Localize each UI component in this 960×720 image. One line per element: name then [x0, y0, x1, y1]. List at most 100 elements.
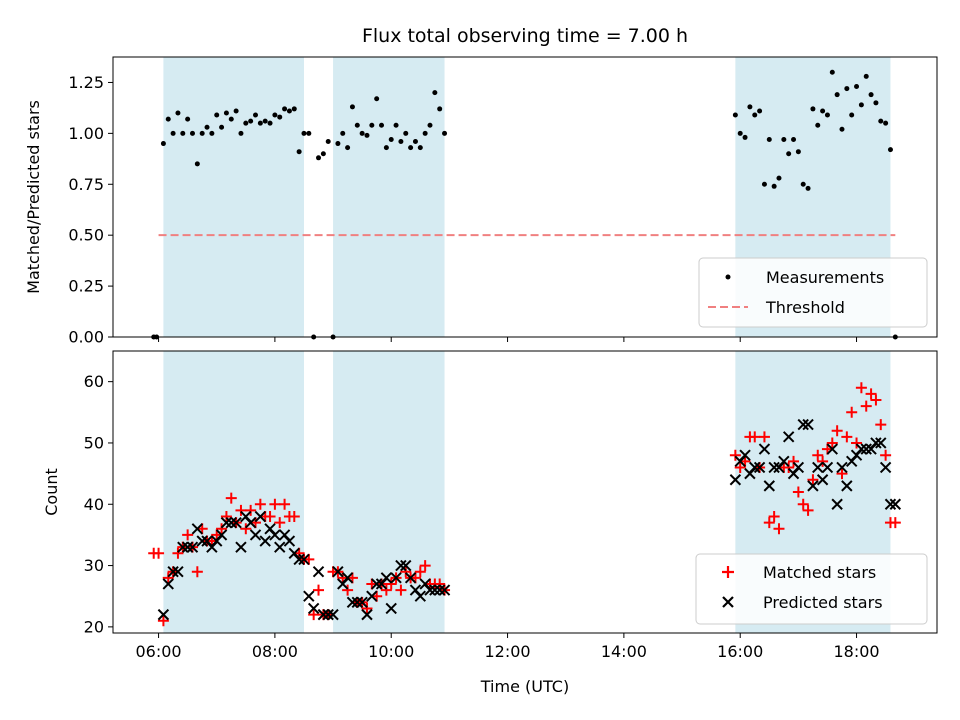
measurement-point — [815, 122, 821, 128]
measurement-point — [291, 106, 297, 112]
measurement-point — [844, 86, 850, 92]
matched-star-point — [783, 461, 795, 473]
measurement-point — [747, 104, 753, 110]
matched-star-point — [831, 425, 843, 437]
matched-star-point — [182, 529, 194, 541]
measurement-point — [238, 130, 244, 136]
measurement-point — [223, 110, 229, 116]
measurement-point — [320, 151, 326, 157]
measurement-point — [761, 181, 767, 187]
measurement-point — [829, 69, 835, 75]
chart-title: Flux total observing time = 7.00 h — [362, 25, 688, 47]
matched-star-point — [414, 566, 426, 578]
predicted-star-point — [332, 565, 344, 578]
matched-star-point — [216, 523, 228, 535]
predicted-star-point — [172, 565, 184, 578]
measurement-point — [393, 122, 399, 128]
predicted-star-point — [177, 541, 189, 553]
predicted-star-point — [230, 516, 242, 529]
measurement-point — [325, 139, 331, 145]
matched-star-point — [817, 455, 829, 467]
matched-star-point — [400, 566, 412, 578]
measurement-point — [228, 116, 234, 122]
x-tick-label: 16:00 — [717, 642, 763, 661]
predicted-star-point — [429, 584, 441, 596]
matched-star-point — [797, 498, 809, 510]
measurement-point — [296, 149, 302, 155]
matched-star-point — [162, 572, 174, 584]
measurement-point — [160, 141, 166, 147]
predicted-star-point — [831, 498, 843, 510]
measurement-point — [781, 136, 787, 142]
measurement-point — [301, 130, 307, 136]
x-tick-label: 10:00 — [368, 642, 414, 661]
predicted-star-point — [826, 443, 839, 455]
measurement-point — [199, 130, 205, 136]
matched-star-point — [434, 578, 446, 590]
matched-star-point — [836, 468, 848, 480]
measurement-point — [752, 112, 758, 118]
matched-star-point — [225, 492, 237, 504]
legend-threshold-label: Threshold — [765, 298, 845, 317]
predicted-star-point — [841, 480, 853, 492]
legend-matched-marker — [722, 566, 734, 578]
predicted-star-point — [283, 535, 296, 547]
measurement-point — [863, 73, 869, 79]
measurement-point — [180, 130, 186, 136]
measurement-point — [388, 136, 394, 142]
predicted-star-point — [763, 480, 775, 492]
matched-star-point — [788, 455, 800, 467]
y-tick-label: 0.25 — [68, 277, 104, 296]
measurement-point — [408, 145, 414, 151]
predicted-star-point — [298, 553, 310, 566]
predicted-star-point — [303, 590, 315, 602]
matched-star-point — [153, 547, 165, 559]
predicted-star-point — [802, 418, 814, 431]
predicted-star-point — [162, 578, 174, 590]
predicted-star-point — [768, 461, 780, 474]
matched-star-point — [870, 394, 882, 406]
matched-star-point — [855, 382, 867, 394]
legend-measurements-label: Measurements — [766, 268, 884, 287]
y-tick-label: 0.00 — [68, 328, 104, 347]
measurement-point — [165, 116, 171, 122]
matched-star-point — [880, 449, 892, 461]
x-tick-label: 18:00 — [833, 642, 879, 661]
bottom-y-ticks: 20 30 40 50 60 — [84, 372, 113, 636]
measurement-point — [272, 112, 278, 118]
predicted-star-point — [424, 584, 436, 596]
bottom-axes-frame — [112, 350, 938, 634]
measurement-point — [432, 90, 438, 96]
measurement-point — [805, 185, 811, 191]
observing-window-2 — [333, 57, 445, 337]
measurement-point — [883, 120, 889, 126]
measurement-point — [286, 108, 292, 114]
matched-star-point — [792, 486, 804, 498]
matched-star-point — [254, 498, 266, 510]
measurement-point — [248, 118, 254, 124]
measurement-point — [771, 183, 777, 189]
measurement-point — [776, 175, 782, 181]
measurement-point — [403, 130, 409, 136]
legend-measurements-marker — [725, 274, 731, 280]
measurement-point — [189, 130, 195, 136]
measurement-point — [194, 161, 200, 167]
predicted-star-point — [361, 608, 373, 621]
measurement-point — [873, 100, 879, 106]
predicted-star-point — [749, 461, 761, 474]
predicted-star-point — [269, 529, 281, 541]
measurement-point — [427, 122, 433, 128]
matched-star-point — [313, 584, 325, 596]
predicted-star-point — [739, 449, 751, 461]
predicted-star-point — [778, 455, 790, 468]
measurement-point — [316, 155, 322, 161]
predicted-star-point — [346, 596, 359, 609]
measurement-point — [349, 104, 355, 110]
measurement-point — [854, 84, 860, 90]
y-tick-label: 1.00 — [68, 124, 104, 143]
predicted-star-point — [860, 443, 872, 455]
measurement-point — [345, 145, 351, 151]
measurement-point — [824, 112, 830, 118]
predicted-star-point — [385, 602, 397, 615]
